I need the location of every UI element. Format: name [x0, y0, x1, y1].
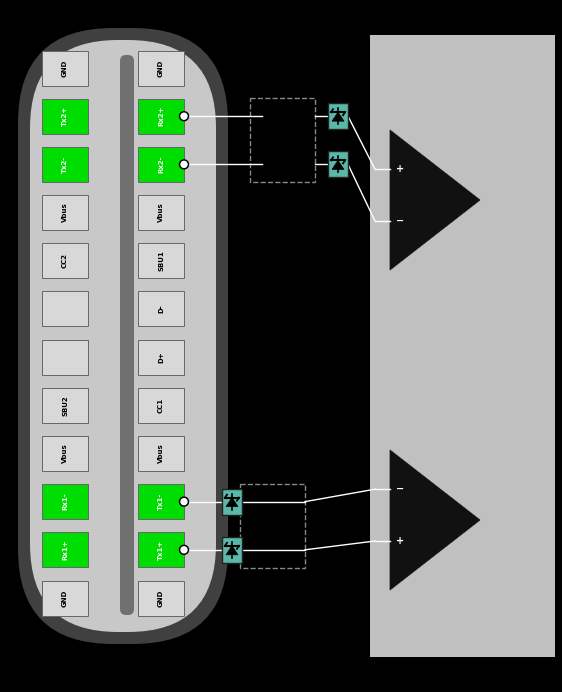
Bar	[42, 388, 88, 423]
Bar	[138, 484, 184, 519]
FancyBboxPatch shape	[18, 28, 228, 644]
Text: Rx2+: Rx2+	[158, 106, 164, 127]
Bar	[138, 340, 184, 374]
Circle shape	[181, 113, 187, 119]
Text: GND: GND	[62, 590, 68, 607]
Bar	[42, 51, 88, 86]
Bar	[138, 195, 184, 230]
Circle shape	[179, 160, 188, 169]
Bar	[42, 484, 88, 519]
Text: D+: D+	[158, 352, 164, 363]
Bar	[42, 581, 88, 615]
Text: Vbus: Vbus	[62, 203, 68, 222]
Bar	[42, 291, 88, 327]
Text: Rx2-: Rx2-	[158, 156, 164, 173]
Bar	[138, 147, 184, 182]
Text: Tx2-: Tx2-	[62, 156, 68, 173]
Bar	[138, 51, 184, 86]
Bar	[370, 35, 555, 657]
Bar	[138, 243, 184, 278]
Bar	[42, 195, 88, 230]
Text: Tx1-: Tx1-	[158, 493, 164, 510]
Bar	[42, 99, 88, 134]
Bar	[240, 484, 305, 568]
Circle shape	[181, 161, 187, 167]
Bar	[250, 98, 315, 183]
Polygon shape	[332, 112, 344, 121]
Bar	[138, 436, 184, 471]
Text: D-: D-	[158, 304, 164, 313]
Bar	[42, 243, 88, 278]
Text: Rx1-: Rx1-	[62, 493, 68, 511]
Circle shape	[179, 497, 188, 506]
Bar	[328, 103, 348, 129]
FancyBboxPatch shape	[120, 55, 134, 615]
Text: −: −	[396, 484, 404, 494]
Circle shape	[181, 547, 187, 553]
Bar	[138, 581, 184, 615]
Text: Vbus: Vbus	[158, 444, 164, 464]
Text: +: +	[396, 536, 404, 546]
Polygon shape	[226, 546, 238, 555]
Bar	[42, 532, 88, 567]
Bar	[138, 532, 184, 567]
Circle shape	[181, 499, 187, 504]
Bar	[138, 99, 184, 134]
Bar	[42, 436, 88, 471]
FancyBboxPatch shape	[30, 40, 216, 632]
Bar	[42, 147, 88, 182]
Text: CC2: CC2	[62, 253, 68, 268]
Polygon shape	[390, 450, 480, 590]
Bar	[222, 537, 242, 563]
Text: Vbus: Vbus	[62, 444, 68, 464]
Text: −: −	[396, 216, 404, 226]
Text: GND: GND	[62, 60, 68, 77]
Polygon shape	[332, 161, 344, 170]
Bar	[328, 152, 348, 177]
Bar	[42, 340, 88, 374]
Text: GND: GND	[158, 60, 164, 77]
Text: SBU1: SBU1	[158, 251, 164, 271]
Text: CC1: CC1	[158, 398, 164, 413]
Text: GND: GND	[158, 590, 164, 607]
Text: Tx2+: Tx2+	[62, 106, 68, 126]
Polygon shape	[390, 130, 480, 270]
Bar	[138, 291, 184, 327]
Text: SBU2: SBU2	[62, 395, 68, 416]
Bar	[138, 388, 184, 423]
Bar	[222, 489, 242, 515]
Polygon shape	[226, 498, 238, 507]
Text: Tx1+: Tx1+	[158, 540, 164, 560]
Circle shape	[179, 111, 188, 120]
Text: +: +	[396, 164, 404, 174]
Text: Vbus: Vbus	[158, 203, 164, 222]
Circle shape	[179, 545, 188, 554]
Text: Rx1+: Rx1+	[62, 540, 68, 560]
